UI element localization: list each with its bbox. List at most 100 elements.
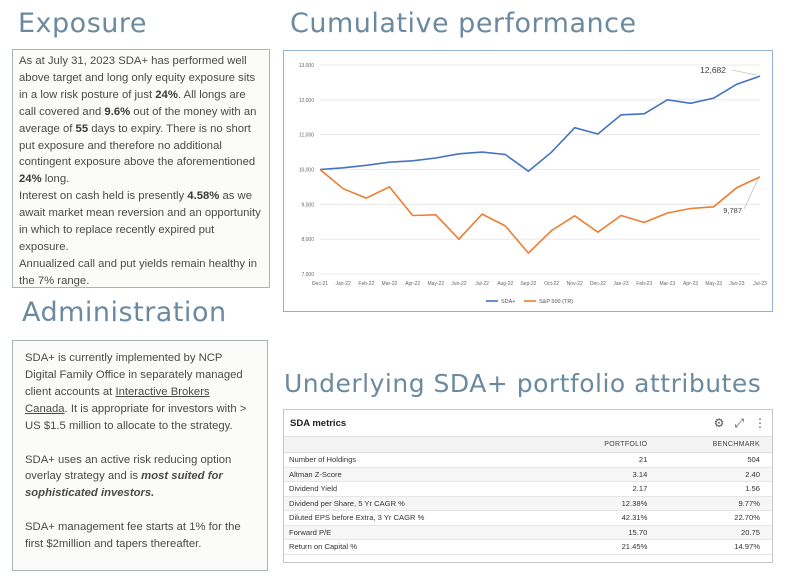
- card-header: SDA metrics ⚙ ⤢ ⋮: [284, 410, 772, 437]
- attributes-title: Underlying SDA+ portfolio attributes: [284, 369, 762, 398]
- x-tick-label: Dec-22: [590, 281, 606, 287]
- x-tick-label: Jan-22: [336, 281, 352, 287]
- benchmark-cell: 14.97%: [659, 539, 772, 555]
- x-tick-label: Jun-22: [451, 281, 467, 287]
- admin-emphasis: most suited for sophisticated investors.: [25, 470, 223, 500]
- admin-paragraph-3: SDA+ management fee starts at 1% for the…: [25, 521, 241, 551]
- administration-title: Administration: [22, 297, 227, 328]
- x-tick-label: Jul-22: [475, 281, 489, 287]
- x-tick-label: May-23: [705, 281, 722, 287]
- x-tick-label: Jul-23: [753, 281, 767, 287]
- portfolio-cell: 12.38%: [554, 496, 660, 511]
- metric-cell: Forward P/E: [284, 525, 555, 540]
- x-tick-label: Oct-22: [544, 281, 559, 287]
- y-tick-label: 11,000: [299, 133, 314, 139]
- sp500-end-label: 9,787: [723, 206, 742, 215]
- metric-column-header: [284, 437, 555, 453]
- exposure-text-2: . All longs are call covered and: [19, 88, 246, 118]
- expand-icon[interactable]: ⤢: [734, 415, 744, 430]
- admin-text-1a: SDA+ is currently implemented by NCP Dig…: [25, 352, 243, 398]
- metric-cell: Dividend per Share, 5 Yr CAGR %: [284, 496, 555, 511]
- exposure-text-6: Interest on cash held is presently: [19, 190, 188, 203]
- portfolio-cell: 3.14: [554, 467, 660, 482]
- benchmark-column-header: BENCHMARK: [659, 437, 772, 453]
- interactive-brokers-link[interactable]: Interactive Brokers Canada: [25, 385, 210, 415]
- table-row: Diluted EPS before Extra, 3 Yr CAGR % 42.…: [284, 510, 772, 526]
- gear-icon[interactable]: ⚙: [713, 415, 725, 430]
- table-row: Altman Z-Score 3.14 2.40: [284, 467, 772, 482]
- metric-cell: Return on Capital %: [284, 539, 555, 555]
- x-tick-label: Nov-22: [567, 281, 583, 287]
- table-row: Return on Capital % 21.45% 14.97%: [284, 539, 772, 555]
- sda-end-label: 12,682: [700, 65, 726, 75]
- metric-cell: Dividend Yield: [284, 481, 555, 497]
- x-tick-label: Jan-23: [613, 281, 629, 287]
- portfolio-cell: 21.45%: [554, 539, 660, 555]
- performance-chart: 7,000 8,000 9,000 10,000 11,000 12,000 13,000 D…: [283, 50, 773, 312]
- metric-cell: Diluted EPS before Extra, 3 Yr CAGR %: [284, 510, 555, 526]
- y-tick-label: 12,000: [299, 98, 315, 104]
- table-row: Dividend Yield 2.17 1.56: [284, 481, 772, 497]
- table-row: Dividend per Share, 5 Yr CAGR % 12.38% 9.7…: [284, 496, 772, 511]
- admin-paragraph-2: SDA+ uses an active risk reducing option…: [25, 452, 255, 503]
- x-tick-label: Sep-22: [520, 281, 536, 287]
- legend-sda-label: SDA+: [501, 299, 516, 305]
- exposure-long-pct-2: 24%: [19, 173, 42, 186]
- portfolio-cell: 21: [554, 452, 660, 468]
- more-icon[interactable]: ⋮: [754, 415, 766, 430]
- y-tick-label: 9,000: [301, 202, 314, 208]
- benchmark-cell: 504: [659, 452, 772, 468]
- x-tick-label: Jun-23: [729, 281, 745, 287]
- x-tick-label: Dec-21: [312, 281, 328, 287]
- card-toolbar: ⚙ ⤢ ⋮: [714, 416, 766, 431]
- portfolio-cell: 42.31%: [554, 510, 660, 526]
- exposure-text-5: long.: [41, 173, 70, 186]
- exposure-days: 55: [75, 122, 89, 135]
- exposure-panel: As at July 31, 2023 SDA+ has performed w…: [12, 49, 270, 288]
- admin-text-1b: . It is appropriate for investors with >…: [25, 402, 247, 432]
- benchmark-cell: 1.56: [659, 481, 772, 497]
- callout-line: [731, 69, 758, 76]
- metric-cell: Altman Z-Score: [284, 467, 555, 482]
- y-tick-label: 8,000: [301, 237, 314, 243]
- y-tick-label: 10,000: [299, 168, 315, 174]
- performance-title: Cumulative performance: [290, 8, 637, 39]
- sda-metrics-card: SDA metrics ⚙ ⤢ ⋮ PORTFOLIO BENCHMARK Nu…: [283, 409, 773, 563]
- exposure-otm-pct: 9.6%: [104, 105, 131, 118]
- exposure-text-7: as we await market mean reversion and an…: [19, 190, 261, 253]
- table-row: Forward P/E 15.70 20.75: [284, 525, 772, 540]
- x-tick-label: Apr-23: [683, 281, 698, 287]
- exposure-text-3: out of the money with an average of: [19, 105, 257, 135]
- admin-text-2a: SDA+ uses an active risk reducing option…: [25, 453, 232, 483]
- x-tick-label: Apr-22: [405, 281, 420, 287]
- table-header-row: PORTFOLIO BENCHMARK: [284, 437, 772, 453]
- x-tick-label: May-22: [427, 281, 444, 287]
- series-line-sp500: [319, 168, 761, 255]
- metric-cell: Number of Holdings: [284, 452, 555, 468]
- administration-panel: SDA+ is currently implemented by NCP Dig…: [12, 340, 268, 571]
- benchmark-cell: 2.40: [659, 467, 772, 482]
- benchmark-cell: 9.77%: [659, 496, 772, 511]
- performance-chart-svg: 7,000 8,000 9,000 10,000 11,000 12,000 13,000 D…: [299, 63, 767, 305]
- benchmark-cell: 22.70%: [659, 510, 772, 526]
- series-line-sda: [319, 75, 761, 173]
- portfolio-cell: 2.17: [554, 481, 660, 497]
- callout-line: [743, 178, 759, 210]
- exposure-text-8: Annualized call and put yields remain he…: [19, 257, 258, 287]
- portfolio-column-header: PORTFOLIO: [554, 437, 660, 453]
- y-tick-label: 13,000: [299, 63, 315, 69]
- benchmark-cell: 20.75: [659, 525, 772, 540]
- exposure-interest: 4.58%: [187, 190, 220, 203]
- exposure-text-4: days to expiry. There is no short put ex…: [19, 122, 256, 169]
- admin-paragraph-1: SDA+ is currently implemented by NCP Dig…: [25, 350, 255, 435]
- card-title: SDA metrics: [290, 417, 347, 429]
- x-tick-label: Mar-23: [659, 281, 675, 287]
- exposure-text-1: As at July 31, 2023 SDA+ has performed w…: [19, 55, 256, 101]
- x-tick-label: Feb-22: [358, 281, 374, 287]
- metrics-table: PORTFOLIO BENCHMARK Number of Holdings 21…: [284, 437, 772, 555]
- y-tick-label: 7,000: [301, 272, 314, 278]
- portfolio-cell: 15.70: [554, 525, 660, 540]
- exposure-title: Exposure: [18, 8, 147, 39]
- exposure-long-pct: 24%: [155, 88, 178, 101]
- x-tick-label: Mar-22: [382, 281, 398, 287]
